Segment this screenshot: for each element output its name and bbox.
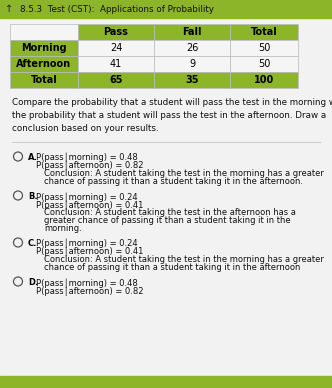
Text: Compare the probability that a student will pass the test in the morning with
th: Compare the probability that a student w… <box>12 98 332 133</box>
Text: 8.5.3  Test (CST):  Applications of Probability: 8.5.3 Test (CST): Applications of Probab… <box>20 5 214 14</box>
Text: morning.: morning. <box>44 224 82 233</box>
Bar <box>154 24 230 40</box>
Text: D.: D. <box>28 278 38 287</box>
Bar <box>154 72 230 88</box>
Circle shape <box>14 277 23 286</box>
Bar <box>10 24 78 40</box>
Bar <box>154 40 230 56</box>
Text: chance of passing it than a student taking it in the afternoon.: chance of passing it than a student taki… <box>44 177 303 186</box>
Text: Total: Total <box>31 75 57 85</box>
Text: Conclusion: A student taking the test in the morning has a greater: Conclusion: A student taking the test in… <box>44 169 324 178</box>
Bar <box>78 56 154 72</box>
Text: Conclusion: A student taking the test in the afternoon has a: Conclusion: A student taking the test in… <box>44 208 296 217</box>
Circle shape <box>14 238 23 247</box>
Text: P(pass│morning) = 0.24: P(pass│morning) = 0.24 <box>36 239 138 248</box>
Circle shape <box>14 191 23 200</box>
Text: 65: 65 <box>109 75 123 85</box>
Text: C.: C. <box>28 239 38 248</box>
Text: P(pass│morning) = 0.48: P(pass│morning) = 0.48 <box>36 278 138 288</box>
Text: P(pass│morning) = 0.48: P(pass│morning) = 0.48 <box>36 153 138 163</box>
Text: Pass: Pass <box>104 27 128 37</box>
Text: P(pass│afternoon) = 0.82: P(pass│afternoon) = 0.82 <box>36 286 143 296</box>
Text: 24: 24 <box>110 43 122 53</box>
Text: Morning: Morning <box>21 43 67 53</box>
Text: P(pass│afternoon) = 0.41: P(pass│afternoon) = 0.41 <box>36 247 143 256</box>
Text: ↑: ↑ <box>5 4 13 14</box>
Bar <box>0 0 332 18</box>
Text: 35: 35 <box>185 75 199 85</box>
Text: P(pass│afternoon) = 0.82: P(pass│afternoon) = 0.82 <box>36 161 143 170</box>
Text: Afternoon: Afternoon <box>17 59 72 69</box>
Text: P(pass│morning) = 0.24: P(pass│morning) = 0.24 <box>36 192 138 201</box>
Text: 50: 50 <box>258 59 270 69</box>
Bar <box>78 24 154 40</box>
Bar <box>230 40 298 56</box>
Bar <box>10 40 78 56</box>
Text: P(pass│afternoon) = 0.41: P(pass│afternoon) = 0.41 <box>36 200 143 210</box>
Bar <box>230 56 298 72</box>
Text: A.: A. <box>28 153 38 162</box>
Text: chance of passing it than a student taking it in the afternoon: chance of passing it than a student taki… <box>44 263 300 272</box>
Circle shape <box>14 152 23 161</box>
Text: Total: Total <box>251 27 277 37</box>
Bar <box>78 40 154 56</box>
Text: 100: 100 <box>254 75 274 85</box>
Text: 26: 26 <box>186 43 198 53</box>
Text: 9: 9 <box>189 59 195 69</box>
Text: B.: B. <box>28 192 38 201</box>
Text: Fall: Fall <box>182 27 202 37</box>
Bar <box>230 72 298 88</box>
Bar <box>78 72 154 88</box>
Bar <box>0 376 332 388</box>
Bar <box>230 24 298 40</box>
Bar <box>10 72 78 88</box>
Bar <box>10 56 78 72</box>
Text: 41: 41 <box>110 59 122 69</box>
Bar <box>154 56 230 72</box>
Text: 50: 50 <box>258 43 270 53</box>
Text: Conclusion: A student taking the test in the morning has a greater: Conclusion: A student taking the test in… <box>44 255 324 264</box>
Text: greater chance of passing it than a student taking it in the: greater chance of passing it than a stud… <box>44 216 290 225</box>
